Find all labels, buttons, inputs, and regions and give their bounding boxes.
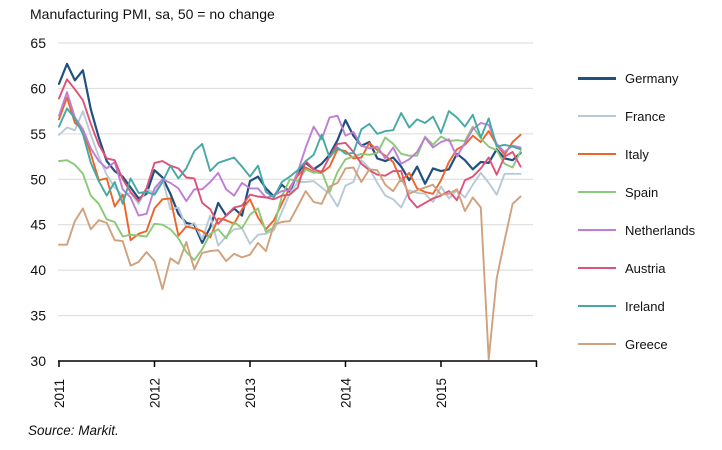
legend-item-austria: Austria <box>578 260 695 276</box>
x-axis-label-2011: 2011 <box>52 379 67 408</box>
legend-item-greece: Greece <box>578 336 695 352</box>
chart-title: Manufacturing PMI, sa, 50 = no change <box>30 6 275 22</box>
legend-label-ireland: Ireland <box>625 298 665 314</box>
legend-label-italy: Italy <box>625 146 649 162</box>
series-line-netherlands <box>58 91 522 217</box>
legend-swatch-italy <box>578 152 616 156</box>
y-axis-label-30: 30 <box>30 353 46 369</box>
legend-label-germany: Germany <box>625 70 679 86</box>
y-axis-label-60: 60 <box>30 80 46 96</box>
series-line-austria <box>58 78 522 225</box>
x-axis-label-2015: 2015 <box>434 378 449 408</box>
y-axis-label-40: 40 <box>30 262 46 278</box>
legend-label-france: France <box>625 108 666 124</box>
legend-swatch-ireland <box>578 304 616 308</box>
x-axis-label-2012: 2012 <box>147 378 162 408</box>
legend-swatch-austria <box>578 266 616 270</box>
legend-item-ireland: Ireland <box>578 298 695 314</box>
legend-label-austria: Austria <box>625 260 666 276</box>
x-axis-label-2013: 2013 <box>243 378 258 408</box>
series-line-greece <box>58 166 522 361</box>
legend-label-spain: Spain <box>625 184 659 200</box>
legend-item-netherlands: Netherlands <box>578 222 696 238</box>
legend-item-italy: Italy <box>578 146 695 162</box>
y-axis-label-50: 50 <box>30 171 46 187</box>
series-line-italy <box>58 96 522 242</box>
source-note: Source: Markit. <box>28 423 119 438</box>
legend-item-germany: Germany <box>578 70 695 86</box>
series-line-germany <box>57 62 522 244</box>
y-axis-label-35: 35 <box>30 308 46 324</box>
legend-swatch-netherlands <box>578 228 616 232</box>
y-axis-label-65: 65 <box>30 35 46 51</box>
legend-item-france: France <box>578 108 695 124</box>
legend-label-netherlands: Netherlands <box>625 222 696 238</box>
series-line-spain <box>58 125 522 262</box>
series-line-ireland <box>58 107 522 205</box>
legend-swatch-france <box>578 114 616 118</box>
y-axis-label-45: 45 <box>30 217 46 233</box>
legend: Germany France Italy Spain Netherlands Austri… <box>578 71 695 375</box>
legend-label-greece: Greece <box>625 336 668 352</box>
y-axis-label-55: 55 <box>30 126 46 142</box>
legend-swatch-germany <box>578 76 616 80</box>
legend-swatch-greece <box>578 342 616 346</box>
legend-item-spain: Spain <box>578 184 695 200</box>
x-axis-label-2014: 2014 <box>338 377 353 408</box>
legend-swatch-spain <box>578 190 616 194</box>
